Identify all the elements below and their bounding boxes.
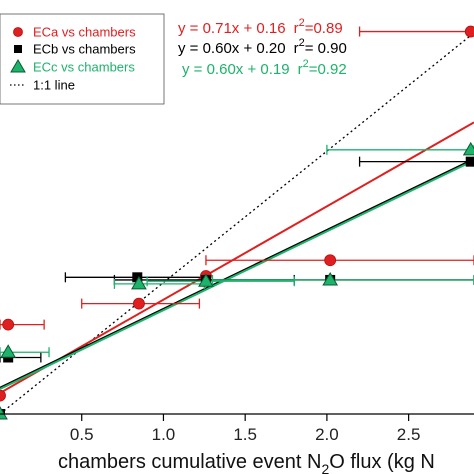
data-point-1-2	[2, 318, 15, 331]
legend-label-2: ECb vs chambers	[33, 42, 136, 57]
data-point-3-5	[322, 271, 339, 286]
data-point-1-3	[133, 297, 145, 310]
equation-r-value: =0.89	[305, 20, 343, 37]
fit-line-3	[0, 159, 474, 390]
equation-r-superscript: 2	[299, 17, 305, 29]
markers-group	[0, 25, 474, 420]
legend-label-4: 1:1 line	[33, 78, 75, 93]
legend-box	[0, 13, 165, 105]
equation-text: y = 0.71x + 0.16	[178, 20, 286, 37]
data-point-1-6	[464, 25, 474, 38]
equation-r-label: r	[294, 20, 299, 37]
error-bar-3-6	[326, 144, 474, 155]
x-ticks-group: 0.5 1.0 1.5 2.0 2.5	[70, 414, 421, 444]
data-point-1-1	[0, 389, 6, 402]
fit-line-1	[0, 121, 474, 394]
equation-1: y = 0.71x + 0.16 r2=0.89	[178, 17, 343, 37]
error-bar-1-5	[205, 255, 474, 266]
data-point-1-5	[324, 254, 337, 267]
data-point-2-6	[465, 156, 474, 167]
x-axis-title-subscript: 2	[321, 461, 329, 474]
x-axis-title: chambers cumulative event N2O flux (kg N	[58, 451, 435, 474]
data-point-3-2	[0, 344, 17, 358]
data-point-3-6	[462, 141, 474, 156]
equation-r-superscript: 2	[303, 58, 309, 70]
error-bar-3-4	[146, 276, 295, 287]
equation-r-label: r	[294, 40, 299, 57]
legend-swatch-2	[14, 45, 22, 53]
x-tick-label-3: 1.5	[233, 425, 257, 444]
x-tick-label-2: 1.0	[152, 425, 176, 444]
legend-label-3: ECc vs chambers	[33, 60, 135, 75]
x-tick-label-1: 0.5	[70, 425, 94, 444]
error-bar-1-6	[358, 26, 474, 37]
equation-r-superscript: 2	[299, 37, 305, 49]
x-axis-title-prefix: chambers cumulative event N	[58, 451, 321, 473]
plot-area	[0, 25, 474, 420]
equation-r-value: =0.92	[309, 61, 347, 78]
legend-swatch-3	[10, 59, 26, 73]
equation-3: y = 0.60x + 0.19 r2=0.92	[182, 58, 347, 78]
x-tick-label-5: 2.5	[397, 425, 421, 444]
equation-text: y = 0.60x + 0.20	[178, 40, 286, 57]
legend-swatch-1	[13, 27, 23, 37]
error-bar-2-6	[358, 156, 474, 167]
legend-label-1: ECa vs chambers	[33, 25, 136, 40]
data-point-2-3	[132, 272, 143, 283]
x-axis-title-suffix: O flux (kg N	[329, 451, 435, 473]
legend: ECa vs chambers ECb vs chambers ECc vs cha…	[0, 13, 165, 105]
error-bar-3-5	[211, 274, 474, 285]
equation-2: y = 0.60x + 0.20 r2= 0.90	[178, 37, 347, 57]
x-tick-label-4: 2.0	[315, 425, 339, 444]
data-point-3-4	[198, 273, 214, 287]
equation-r-value: = 0.90	[305, 40, 347, 57]
fit-lines-group	[0, 121, 474, 394]
data-point-3-3	[131, 275, 147, 290]
data-point-3-1	[0, 406, 8, 420]
equation-block: y = 0.71x + 0.16 r2=0.89y = 0.60x + 0.20 r…	[178, 17, 347, 78]
equation-text: y = 0.60x + 0.19	[182, 61, 290, 78]
fit-line-2	[0, 158, 474, 389]
equation-r-label: r	[298, 61, 303, 78]
